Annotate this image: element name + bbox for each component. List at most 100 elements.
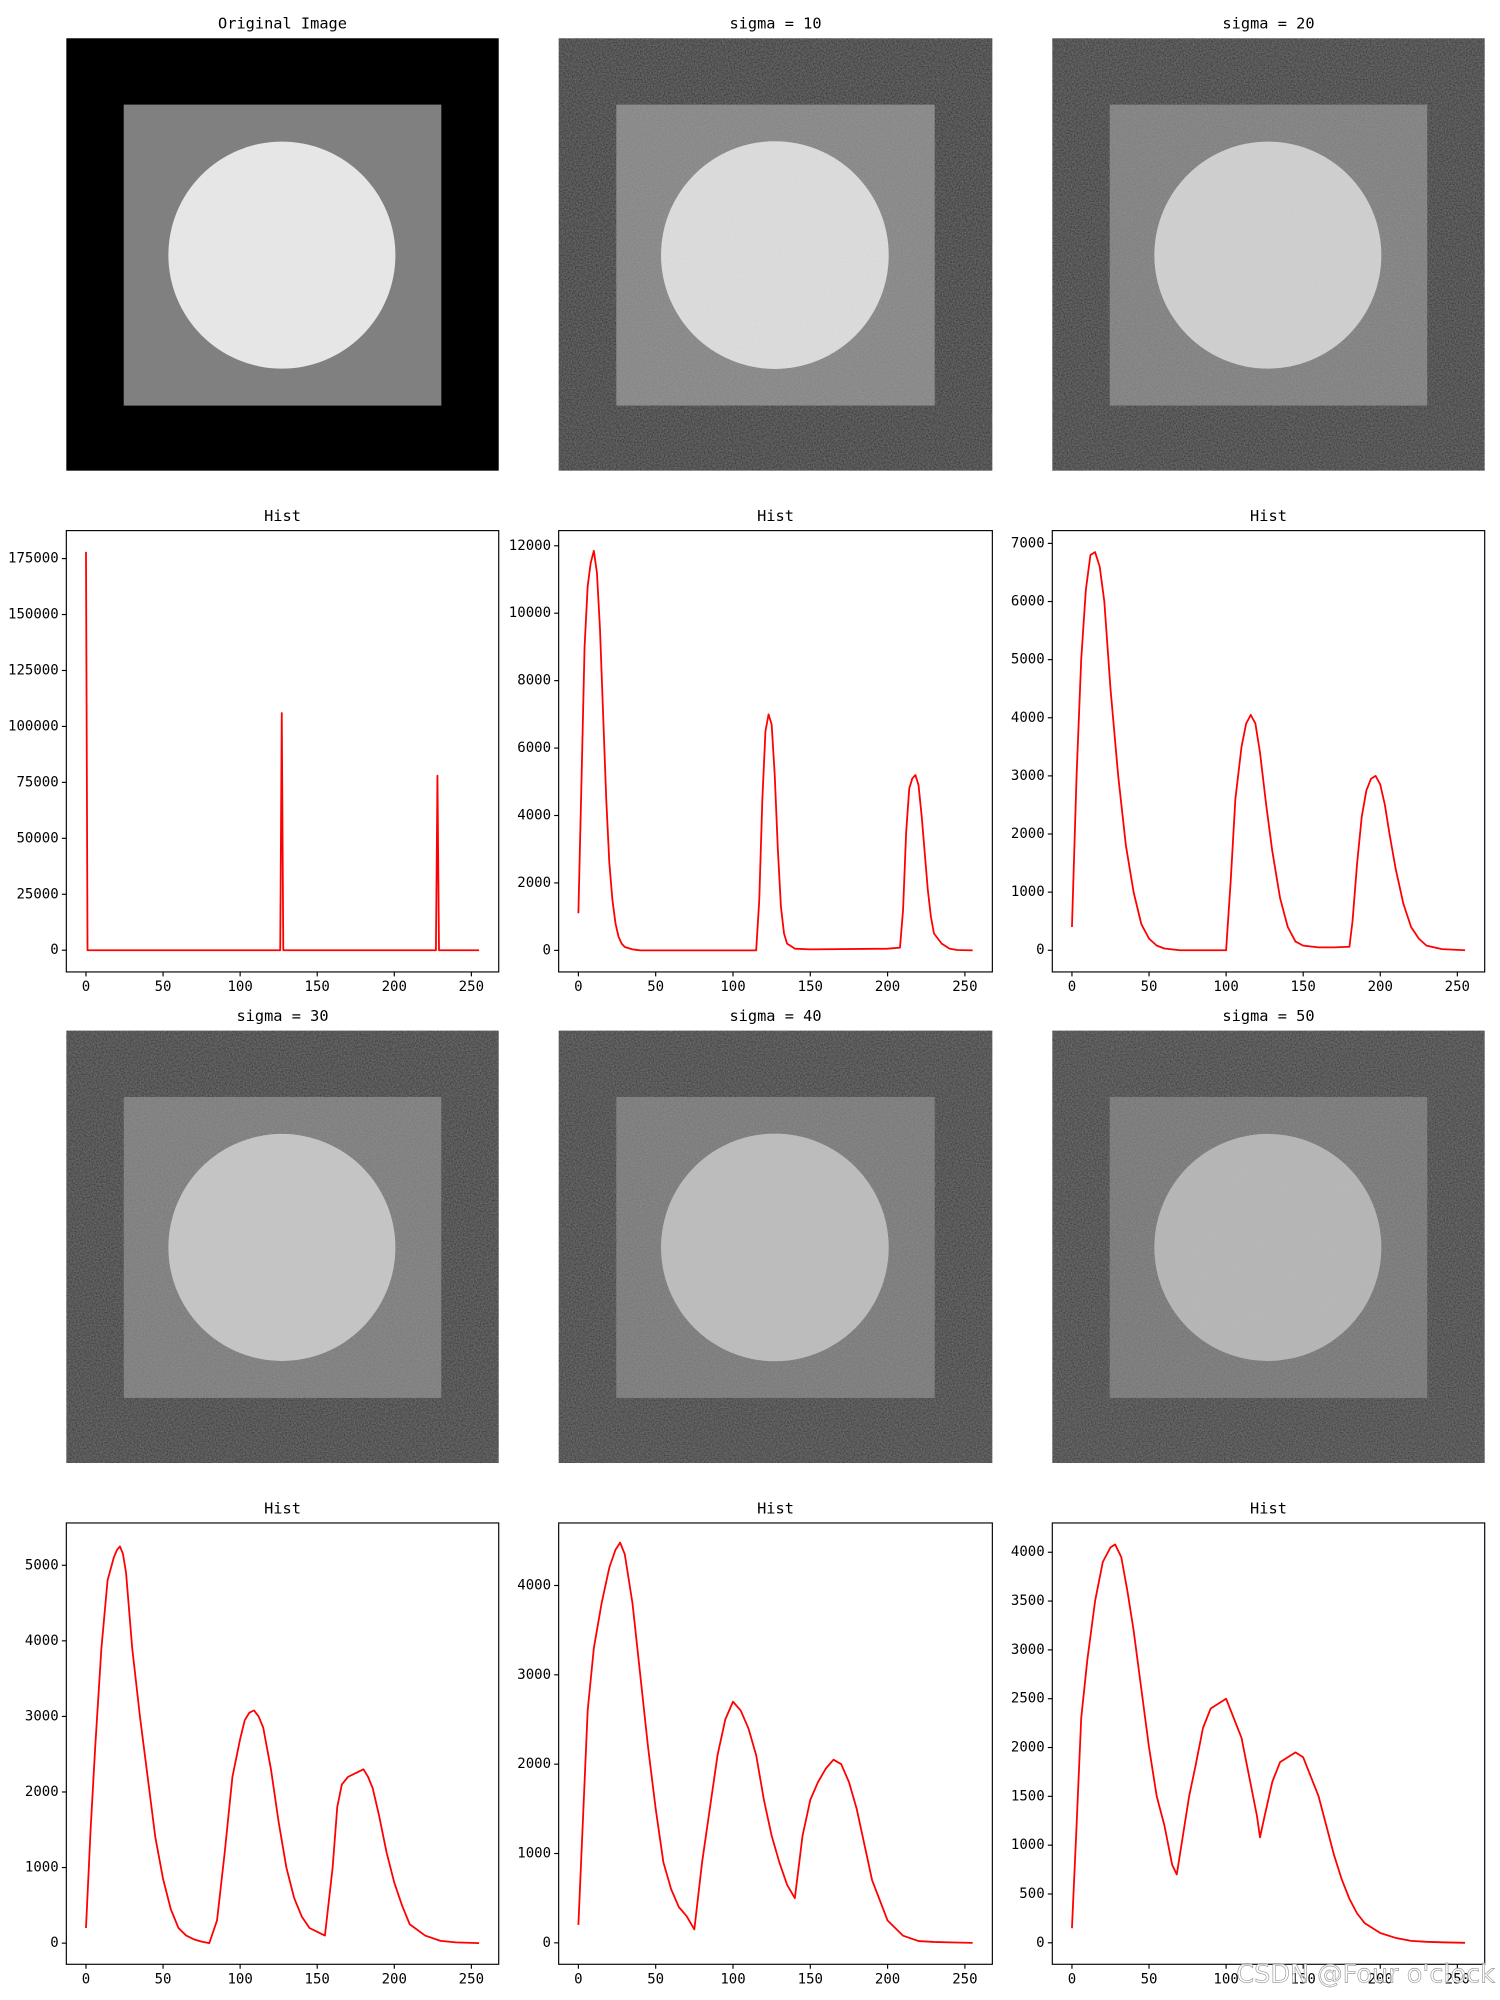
y-tick-label: 5000 [25, 1557, 59, 1573]
chart-title: sigma = 50 [1222, 1007, 1314, 1025]
plot-frame [1051, 530, 1486, 973]
y-tick-label: 1000 [517, 1846, 551, 1862]
chart-title: Hist [264, 507, 301, 525]
plot-frame [65, 1522, 500, 1965]
y-tick-label: 125000 [8, 662, 59, 678]
y-tick-label: 7000 [1011, 535, 1045, 551]
y-tick-label: 0 [50, 1935, 58, 1951]
y-tick-label: 6000 [1011, 594, 1045, 610]
y-tick-label: 8000 [517, 673, 551, 689]
x-tick-label: 200 [875, 979, 900, 995]
x-tick-label: 0 [1068, 1972, 1076, 1988]
y-tick-label: 1500 [1011, 1788, 1045, 1804]
y-tick-label: 4000 [25, 1633, 59, 1649]
x-tick-label: 150 [1291, 1972, 1316, 1988]
plot-background [66, 1522, 499, 1965]
y-tick-label: 6000 [517, 740, 551, 756]
y-tick-label: 4000 [1011, 710, 1045, 726]
y-tick-label: 500 [1019, 1886, 1044, 1902]
y-tick-label: 2000 [25, 1784, 59, 1800]
image-panel [558, 1030, 993, 1464]
x-tick-label: 50 [155, 979, 172, 995]
y-tick-label: 2000 [517, 1756, 551, 1772]
chart-title: Hist [1250, 1499, 1287, 1517]
image-circle [168, 141, 396, 369]
image-panel [1052, 1030, 1485, 1464]
image-panel [558, 38, 993, 471]
x-tick-label: 200 [1368, 979, 1393, 995]
x-tick-label: 250 [952, 1972, 977, 1988]
y-tick-label: 3000 [1011, 1642, 1045, 1658]
x-tick-label: 250 [1445, 979, 1470, 995]
x-tick-label: 100 [227, 1972, 252, 1988]
y-tick-label: 3500 [1011, 1593, 1045, 1609]
x-tick-label: 200 [382, 1972, 407, 1988]
chart-title: Original Image [218, 15, 347, 33]
y-tick-label: 150000 [8, 607, 59, 623]
chart-title: Hist [1250, 507, 1287, 525]
image-panel [66, 1030, 499, 1464]
y-tick-label: 3000 [517, 1667, 551, 1683]
x-tick-label: 0 [1068, 979, 1076, 995]
x-tick-label: 150 [305, 1972, 330, 1988]
chart-title: sigma = 20 [1222, 15, 1314, 33]
histogram-line [1071, 1543, 1466, 1944]
x-tick-label: 100 [227, 979, 252, 995]
plot-background [558, 1522, 993, 1965]
x-tick-label: 50 [1141, 1972, 1158, 1988]
y-tick-label: 2000 [517, 875, 551, 891]
x-tick-label: 50 [647, 979, 664, 995]
x-tick-label: 250 [459, 1972, 484, 1988]
image-circle [168, 1133, 396, 1361]
x-tick-label: 100 [720, 1972, 745, 1988]
histogram-line [85, 1545, 480, 1945]
image-circle [1154, 1133, 1382, 1361]
y-tick-label: 175000 [8, 551, 59, 567]
y-tick-label: 50000 [16, 830, 58, 846]
plot-frame [558, 1522, 993, 1965]
image-panel [1052, 38, 1485, 471]
watermark: CSDN @Four o'clock [1236, 1960, 1495, 1990]
x-tick-label: 150 [798, 979, 823, 995]
image-circle [1154, 141, 1382, 369]
x-tick-label: 50 [155, 1972, 172, 1988]
y-tick-label: 0 [1036, 942, 1044, 958]
x-tick-label: 150 [1291, 979, 1316, 995]
plot-frame [558, 530, 993, 973]
chart-title: Hist [757, 507, 794, 525]
histogram-line [1071, 551, 1466, 952]
y-tick-label: 2000 [1011, 1740, 1045, 1756]
y-tick-label: 12000 [509, 538, 551, 554]
image-circle [661, 141, 889, 369]
x-tick-label: 0 [82, 1972, 90, 1988]
y-tick-label: 0 [1036, 1935, 1044, 1951]
y-tick-label: 75000 [16, 774, 58, 790]
plot-background [1052, 1522, 1485, 1965]
y-tick-label: 1000 [1011, 884, 1045, 900]
y-tick-label: 100000 [8, 718, 59, 734]
x-tick-label: 0 [574, 979, 582, 995]
y-tick-label: 4000 [517, 808, 551, 824]
x-tick-label: 0 [574, 1972, 582, 1988]
chart-title: sigma = 40 [729, 1007, 821, 1025]
histogram-line [577, 549, 973, 952]
chart-title: sigma = 30 [236, 1007, 328, 1025]
plot-frame [65, 530, 500, 973]
chart-title: Hist [757, 1499, 794, 1517]
y-tick-label: 10000 [509, 605, 551, 621]
x-tick-label: 50 [1141, 979, 1158, 995]
chart-title: sigma = 10 [729, 15, 821, 33]
plot-background [558, 530, 993, 972]
histogram-line [85, 551, 480, 952]
histogram-line [577, 1541, 973, 1944]
y-tick-label: 2000 [1011, 826, 1045, 842]
y-tick-label: 3000 [25, 1708, 59, 1724]
plot-frame [1051, 1522, 1486, 1965]
x-tick-label: 0 [82, 979, 90, 995]
y-tick-label: 4000 [517, 1577, 551, 1593]
y-tick-label: 3000 [1011, 768, 1045, 784]
x-tick-label: 250 [1445, 1972, 1470, 1988]
y-tick-label: 0 [543, 1935, 551, 1951]
